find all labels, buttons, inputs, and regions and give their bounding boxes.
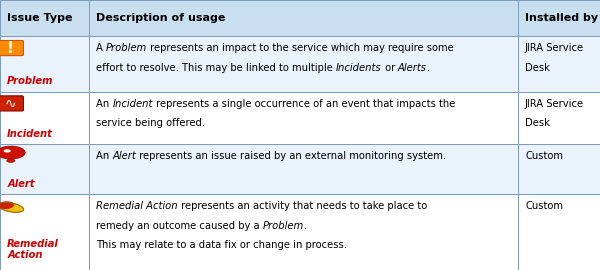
Text: represents an impact to the service which may require some: represents an impact to the service whic… <box>147 43 454 53</box>
Text: Alert: Alert <box>112 151 136 161</box>
Text: effort to resolve. This may be linked to multiple: effort to resolve. This may be linked to… <box>96 63 336 73</box>
Bar <box>89 194 518 270</box>
Bar <box>0 36 89 92</box>
Text: Remedial: Remedial <box>7 239 59 249</box>
Text: Action: Action <box>7 250 43 260</box>
Bar <box>0 92 89 144</box>
Text: JIRA Service: JIRA Service <box>525 43 584 53</box>
Text: Installed by: Installed by <box>525 13 598 23</box>
Circle shape <box>0 146 25 159</box>
Circle shape <box>7 159 15 163</box>
Text: A: A <box>96 43 106 53</box>
Text: service being offered.: service being offered. <box>96 118 205 128</box>
Text: Description of usage: Description of usage <box>96 13 226 23</box>
Text: Alerts: Alerts <box>398 63 427 73</box>
Text: Desk: Desk <box>525 63 550 73</box>
Bar <box>0 144 89 194</box>
Text: or: or <box>382 63 398 73</box>
Text: JIRA Service: JIRA Service <box>525 99 584 109</box>
Bar <box>518 0 600 36</box>
Text: Incident: Incident <box>112 99 153 109</box>
Text: Incidents: Incidents <box>336 63 382 73</box>
Text: Desk: Desk <box>525 118 550 128</box>
Ellipse shape <box>0 201 14 209</box>
Text: Problem: Problem <box>263 221 304 231</box>
Bar <box>89 144 518 194</box>
Bar <box>89 92 518 144</box>
Text: represents an activity that needs to take place to: represents an activity that needs to tak… <box>178 201 427 211</box>
Text: represents a single occurrence of an event that impacts the: represents a single occurrence of an eve… <box>153 99 455 109</box>
Text: !: ! <box>7 40 14 56</box>
Text: Custom: Custom <box>525 201 563 211</box>
Text: An: An <box>96 99 112 109</box>
FancyBboxPatch shape <box>0 96 23 111</box>
Bar <box>518 194 600 270</box>
Text: Problem: Problem <box>106 43 147 53</box>
Text: Incident: Incident <box>7 129 53 139</box>
Text: Issue Type: Issue Type <box>7 13 73 23</box>
Bar <box>89 0 518 36</box>
Text: remedy an outcome caused by a: remedy an outcome caused by a <box>96 221 263 231</box>
Ellipse shape <box>0 202 23 212</box>
Text: Custom: Custom <box>525 151 563 161</box>
Text: An: An <box>96 151 112 161</box>
Text: .: . <box>427 63 430 73</box>
Text: .: . <box>304 221 307 231</box>
Text: Problem: Problem <box>7 76 54 86</box>
Bar <box>0 0 89 36</box>
Text: This may relate to a data fix or change in process.: This may relate to a data fix or change … <box>96 240 347 250</box>
Bar <box>89 36 518 92</box>
Bar <box>518 36 600 92</box>
Bar <box>518 144 600 194</box>
Bar <box>518 92 600 144</box>
Bar <box>0 194 89 270</box>
Text: Alert: Alert <box>7 179 35 190</box>
Circle shape <box>4 149 11 153</box>
Text: represents an issue raised by an external monitoring system.: represents an issue raised by an externa… <box>136 151 446 161</box>
Text: Remedial Action: Remedial Action <box>96 201 178 211</box>
FancyBboxPatch shape <box>0 40 23 56</box>
Text: ∿: ∿ <box>5 96 17 110</box>
